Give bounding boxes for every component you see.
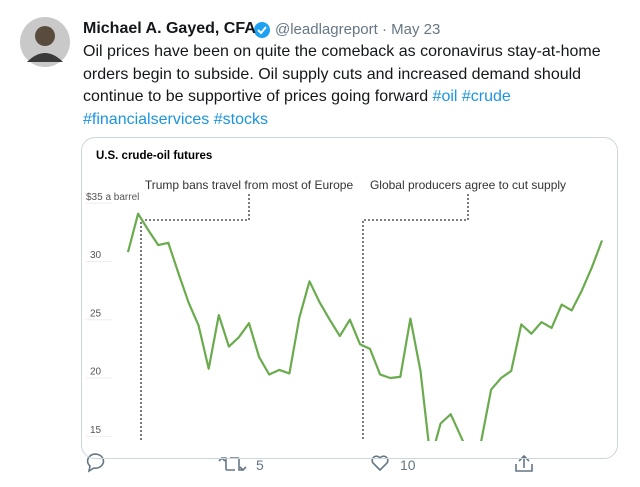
body: Oil prices have been on quite the comeba… bbox=[83, 43, 601, 105]
avatar-body bbox=[27, 53, 63, 62]
retweet-icon[interactable] bbox=[218, 456, 247, 472]
y-tick-label: 15 bbox=[90, 425, 102, 436]
annotation-bracket bbox=[362, 194, 469, 441]
like-count: 10 bbox=[400, 457, 416, 473]
meta: @leadlagreport · May 23 bbox=[275, 21, 440, 38]
y-tick-label: 20 bbox=[90, 367, 102, 378]
verified-badge bbox=[254, 22, 270, 38]
annotation-bracket bbox=[140, 194, 250, 441]
reply-icon[interactable] bbox=[86, 453, 105, 473]
verified-check bbox=[257, 26, 267, 35]
media-card[interactable]: U.S. crude-oil futures Trump bans travel… bbox=[81, 137, 618, 459]
y-tick-label: $35 a barrel bbox=[86, 192, 139, 203]
hashtag[interactable]: #oil bbox=[432, 88, 458, 105]
chart-title: U.S. crude-oil futures bbox=[96, 150, 212, 162]
separator: · bbox=[381, 21, 387, 38]
y-tick-label: 30 bbox=[90, 250, 102, 261]
chart: U.S. crude-oil futures Trump bans travel… bbox=[86, 150, 604, 441]
hashtag[interactable]: #crude bbox=[461, 88, 511, 105]
hashtag[interactable]: #financialservices bbox=[83, 110, 210, 128]
avatar-face bbox=[35, 26, 55, 46]
annotation: Global producers agree to cut supply bbox=[370, 178, 566, 192]
tweet-text: Oil prices have been on quite the comeba… bbox=[83, 41, 628, 131]
y-tick-label: 25 bbox=[90, 308, 102, 319]
retweet-count: 5 bbox=[256, 457, 264, 473]
hashtag[interactable]: #stocks bbox=[213, 110, 268, 128]
handle[interactable]: @leadlagreport bbox=[275, 21, 378, 38]
author-name[interactable]: Michael A. Gayed, CFA bbox=[83, 20, 256, 37]
annotation: Trump bans travel from most of Europe bbox=[145, 178, 354, 192]
price-line bbox=[126, 212, 604, 441]
date[interactable]: May 23 bbox=[391, 21, 441, 38]
